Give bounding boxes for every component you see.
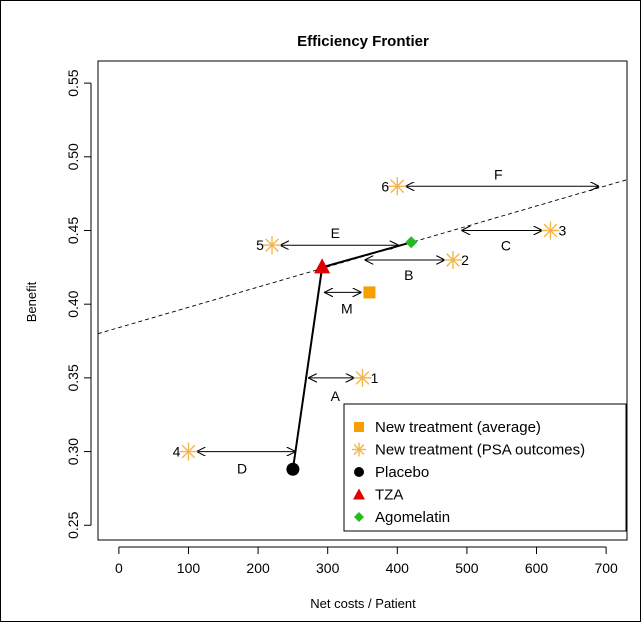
y-tick-label: 0.40 — [65, 290, 81, 317]
legend: New treatment (average) New treatment (PS… — [343, 403, 627, 532]
legend-circle-icon — [354, 467, 364, 477]
x-axis: 0 100 200 300 400 500 600 700 — [115, 546, 618, 576]
legend-label: Placebo — [375, 464, 429, 481]
arrow-label-b: B — [404, 267, 413, 283]
distance-arrows: A B C D E F M — [196, 166, 600, 477]
legend-label: Agomelatin — [375, 509, 450, 526]
psa-outcome-label: 4 — [173, 444, 181, 460]
psa-outcome-label: 2 — [461, 252, 469, 268]
legend-box — [343, 403, 627, 532]
legend-diamond-icon — [354, 512, 364, 522]
legend-item: Agomelatin — [354, 509, 450, 526]
psa-outcome-point — [263, 236, 282, 255]
tza-point — [314, 258, 331, 274]
x-tick-label: 300 — [316, 560, 340, 576]
arrow-label-f: F — [494, 166, 503, 182]
arrow-label-d: D — [237, 461, 247, 477]
psa-outcome-point-stroke — [446, 253, 460, 267]
agomelatin-point — [405, 236, 418, 249]
new-treatment-average-point — [363, 286, 376, 299]
arrow-label-e: E — [331, 225, 340, 241]
legend-label: New treatment (PSA outcomes) — [375, 442, 585, 459]
x-tick-label: 500 — [455, 560, 479, 576]
psa-outcome-point-stroke — [265, 238, 279, 253]
psa-outcome-point — [541, 221, 560, 240]
x-tick-label: 100 — [177, 560, 201, 576]
legend-item: New treatment (average) — [354, 419, 541, 436]
arrow-label-c: C — [501, 237, 511, 253]
psa-outcome-label: 3 — [559, 222, 567, 238]
legend-label: New treatment (average) — [375, 419, 541, 436]
x-tick-label: 0 — [115, 560, 123, 576]
legend-square-icon — [354, 422, 364, 432]
psa-outcome-label: 1 — [371, 370, 379, 386]
arrow-label-a: A — [331, 388, 341, 404]
y-tick-label: 0.35 — [65, 364, 81, 391]
x-tick-label: 700 — [594, 560, 618, 576]
y-tick-label: 0.30 — [65, 438, 81, 465]
legend-item: Placebo — [354, 464, 429, 481]
x-tick-label: 600 — [525, 560, 549, 576]
legend-item: New treatment (PSA outcomes) — [352, 442, 585, 459]
psa-outcome-point — [353, 368, 372, 387]
y-tick-label: 0.55 — [65, 69, 81, 96]
y-tick-label: 0.25 — [65, 511, 81, 538]
placebo-point — [286, 462, 300, 476]
x-tick-label: 200 — [246, 560, 270, 576]
y-tick-label: 0.45 — [65, 217, 81, 244]
psa-outcome-label: 6 — [381, 178, 389, 194]
psa-outcome-point-stroke — [543, 223, 558, 238]
psa-outcome-point — [388, 177, 407, 196]
legend-label: TZA — [375, 487, 403, 504]
y-axis: 0.25 0.30 0.35 0.40 0.45 0.50 0.55 — [65, 69, 92, 539]
x-axis-label: Net costs / Patient — [310, 596, 416, 611]
legend-item: TZA — [353, 487, 403, 504]
psa-outcome-point-stroke — [181, 444, 196, 459]
chart-title: Efficiency Frontier — [297, 33, 429, 50]
psa-outcome-point-stroke — [390, 179, 405, 194]
psa-outcome-point — [179, 442, 198, 461]
y-tick-label: 0.50 — [65, 143, 81, 170]
x-tick-label: 400 — [386, 560, 410, 576]
plot-area-border — [97, 60, 628, 541]
data-points: 1 2 3 4 5 6 — [173, 177, 567, 476]
legend-star-icon — [352, 442, 366, 457]
legend-star-icon-stroke — [353, 444, 365, 455]
psa-outcome-point-stroke — [355, 371, 370, 385]
y-axis-label: Benefit — [24, 281, 39, 322]
psa-outcome-label: 5 — [256, 237, 264, 253]
psa-outcome-point — [443, 250, 462, 269]
legend-triangle-icon — [353, 488, 365, 500]
arrow-label-m: M — [341, 300, 353, 316]
